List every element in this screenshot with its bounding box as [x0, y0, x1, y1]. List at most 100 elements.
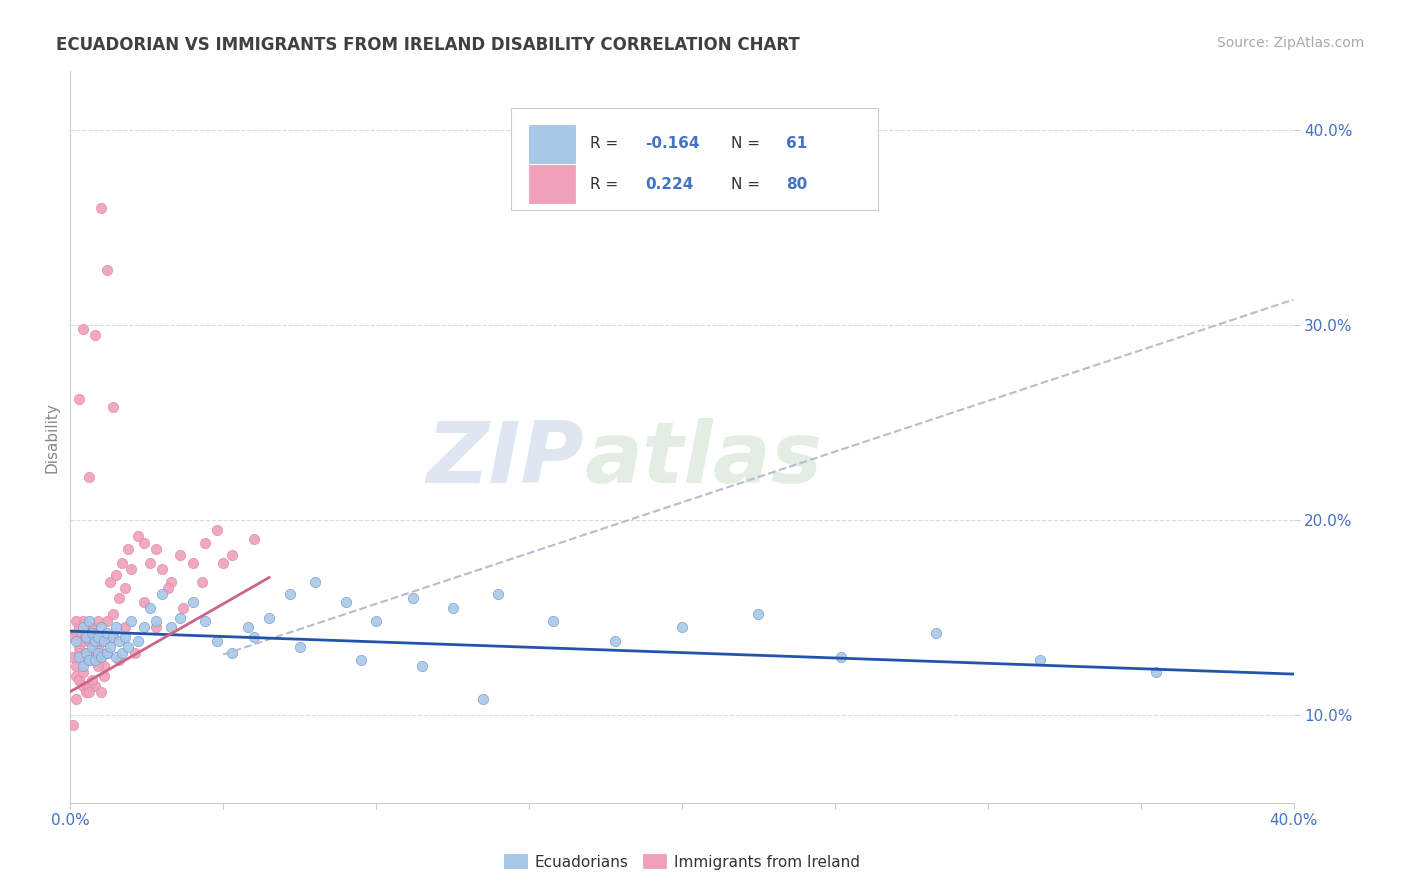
- Point: [83, 634, 105, 648]
- Point: [65, 692, 87, 706]
- Point: [87, 640, 110, 654]
- Point: [96, 646, 118, 660]
- Point: [90, 620, 112, 634]
- Point: [150, 562, 173, 576]
- Point: [77, 634, 100, 648]
- Point: [83, 646, 105, 660]
- Point: [65, 634, 87, 648]
- Point: [145, 615, 167, 629]
- Point: [101, 607, 124, 621]
- Point: [83, 653, 105, 667]
- Point: [72, 322, 94, 336]
- Point: [72, 615, 94, 629]
- Point: [160, 620, 183, 634]
- Text: R =: R =: [591, 136, 623, 152]
- Point: [117, 542, 139, 557]
- Point: [747, 607, 769, 621]
- Point: [75, 626, 97, 640]
- Point: [172, 600, 194, 615]
- Point: [221, 548, 243, 562]
- Point: [62, 718, 84, 732]
- Point: [205, 634, 228, 648]
- Point: [127, 634, 149, 648]
- Point: [98, 575, 121, 590]
- Point: [62, 630, 84, 644]
- Point: [169, 610, 191, 624]
- Point: [69, 640, 91, 654]
- Point: [72, 634, 94, 648]
- Point: [75, 630, 97, 644]
- Point: [132, 536, 155, 550]
- Y-axis label: Disability: Disability: [44, 401, 59, 473]
- FancyBboxPatch shape: [510, 108, 877, 211]
- Point: [111, 646, 134, 660]
- Point: [69, 392, 91, 406]
- Point: [83, 327, 105, 342]
- Text: Source: ZipAtlas.com: Source: ZipAtlas.com: [1216, 36, 1364, 50]
- Point: [101, 400, 124, 414]
- Text: ZIP: ZIP: [426, 417, 583, 500]
- Point: [108, 591, 131, 605]
- Point: [105, 620, 128, 634]
- Point: [236, 620, 259, 634]
- Point: [80, 673, 103, 687]
- Point: [101, 630, 124, 644]
- Point: [127, 528, 149, 542]
- Point: [96, 263, 118, 277]
- Point: [402, 591, 425, 605]
- Point: [96, 646, 118, 660]
- Point: [145, 542, 167, 557]
- Point: [139, 556, 162, 570]
- Text: R =: R =: [591, 177, 623, 192]
- Point: [472, 692, 495, 706]
- Point: [90, 649, 112, 664]
- Point: [304, 575, 326, 590]
- Point: [194, 615, 217, 629]
- Point: [335, 595, 357, 609]
- Point: [96, 646, 118, 660]
- Text: 61: 61: [786, 136, 807, 152]
- Point: [181, 595, 204, 609]
- Point: [108, 634, 131, 648]
- Text: 80: 80: [786, 177, 807, 192]
- Point: [83, 653, 105, 667]
- Point: [87, 615, 110, 629]
- Point: [90, 684, 112, 698]
- Point: [191, 575, 214, 590]
- Point: [69, 620, 91, 634]
- FancyBboxPatch shape: [529, 165, 575, 203]
- Point: [69, 673, 91, 687]
- Point: [181, 556, 204, 570]
- Point: [543, 615, 565, 629]
- Point: [65, 615, 87, 629]
- Point: [205, 523, 228, 537]
- Point: [96, 626, 118, 640]
- Point: [366, 615, 388, 629]
- Point: [257, 610, 280, 624]
- Point: [87, 630, 110, 644]
- Point: [221, 646, 243, 660]
- Point: [75, 684, 97, 698]
- Point: [75, 620, 97, 634]
- Point: [830, 649, 852, 664]
- Point: [65, 626, 87, 640]
- Point: [90, 201, 112, 215]
- Point: [671, 620, 693, 634]
- Point: [105, 567, 128, 582]
- Point: [77, 679, 100, 693]
- Point: [87, 659, 110, 673]
- Point: [925, 626, 948, 640]
- Point: [72, 659, 94, 673]
- Point: [77, 470, 100, 484]
- Point: [194, 536, 217, 550]
- Point: [117, 640, 139, 654]
- Text: ECUADORIAN VS IMMIGRANTS FROM IRELAND DISABILITY CORRELATION CHART: ECUADORIAN VS IMMIGRANTS FROM IRELAND DI…: [56, 36, 800, 54]
- Point: [75, 653, 97, 667]
- Point: [77, 634, 100, 648]
- Text: -0.164: -0.164: [645, 136, 700, 152]
- Point: [280, 587, 302, 601]
- Point: [150, 587, 173, 601]
- Point: [65, 669, 87, 683]
- Point: [350, 653, 373, 667]
- Point: [145, 620, 167, 634]
